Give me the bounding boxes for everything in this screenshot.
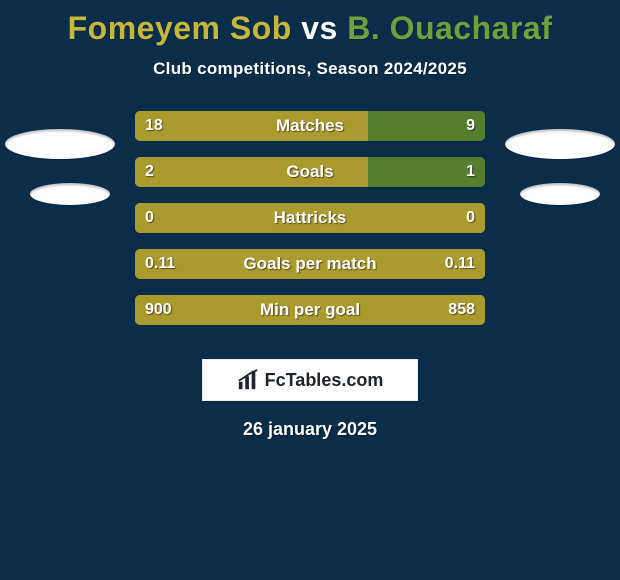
stat-value-left: 18	[135, 111, 173, 141]
stat-row: 0.110.11Goals per match	[135, 249, 485, 279]
player1-club-logo-icon	[5, 129, 115, 159]
stat-value-right: 0	[456, 203, 485, 233]
player1-name: Fomeyem Sob	[68, 10, 292, 46]
stat-value-left: 0	[135, 203, 164, 233]
stat-value-left: 2	[135, 157, 164, 187]
stat-value-left: 900	[135, 295, 182, 325]
bar-fill-left	[135, 157, 368, 187]
comparison-chart: 189Matches21Goals00Hattricks0.110.11Goal…	[0, 111, 620, 341]
player2-country-logo-icon	[520, 183, 600, 205]
stat-value-right: 858	[438, 295, 485, 325]
stat-row: 00Hattricks	[135, 203, 485, 233]
player1-country-logo-icon	[30, 183, 110, 205]
bar-fill-left	[135, 203, 485, 233]
bar-fill-left	[135, 249, 485, 279]
stat-value-left: 0.11	[135, 249, 185, 279]
stat-value-right: 1	[456, 157, 485, 187]
brand-text: FcTables.com	[265, 370, 384, 391]
subtitle: Club competitions, Season 2024/2025	[0, 59, 620, 79]
comparison-infographic: Fomeyem Sob vs B. Ouacharaf Club competi…	[0, 0, 620, 580]
stat-value-right: 0.11	[435, 249, 485, 279]
player2-name: B. Ouacharaf	[347, 10, 552, 46]
bar-chart-icon	[237, 369, 259, 391]
player2-club-logo-icon	[505, 129, 615, 159]
page-title: Fomeyem Sob vs B. Ouacharaf	[0, 0, 620, 47]
bars-container: 189Matches21Goals00Hattricks0.110.11Goal…	[135, 111, 485, 341]
stat-value-right: 9	[456, 111, 485, 141]
stat-row: 900858Min per goal	[135, 295, 485, 325]
stat-row: 21Goals	[135, 157, 485, 187]
vs-label: vs	[301, 10, 338, 46]
brand-badge: FcTables.com	[202, 359, 418, 401]
bar-fill-left	[135, 295, 485, 325]
stat-row: 189Matches	[135, 111, 485, 141]
date-text: 26 january 2025	[0, 419, 620, 440]
